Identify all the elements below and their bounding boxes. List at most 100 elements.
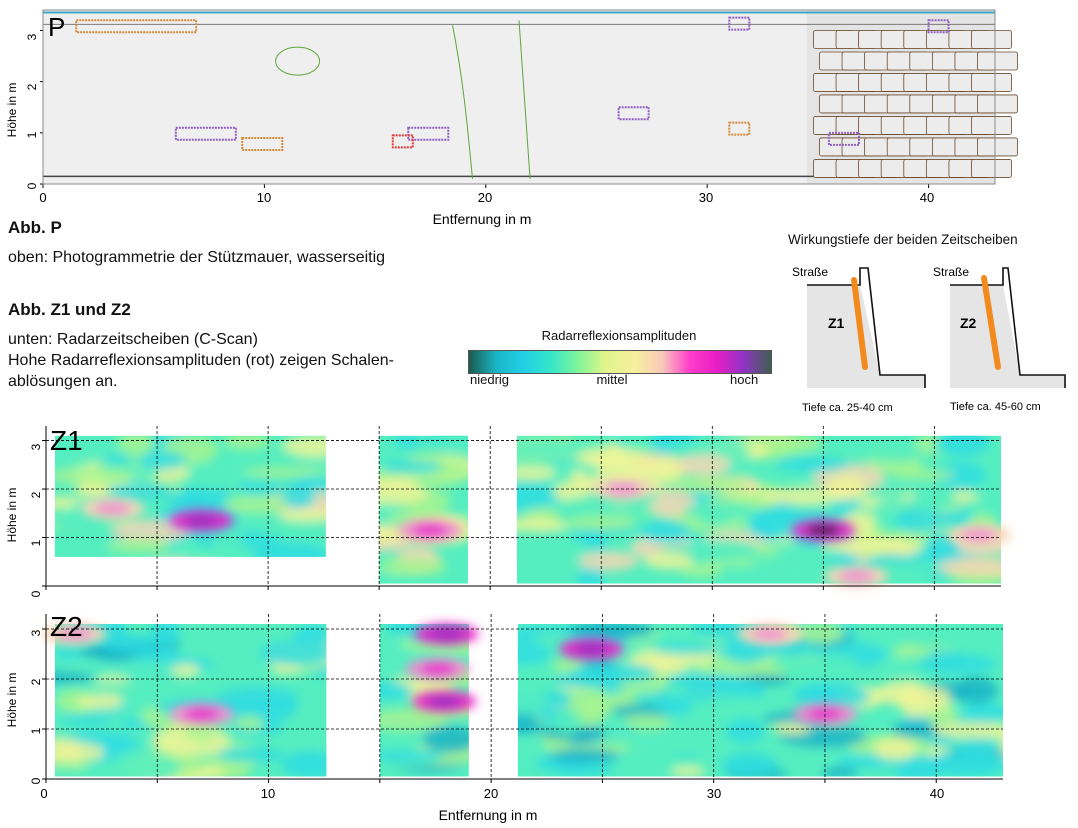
high-amplitude-core xyxy=(419,663,456,675)
amplitude-cell xyxy=(952,676,999,704)
amplitude-cell xyxy=(196,480,231,491)
amplitude-cell xyxy=(379,750,444,762)
amplitude-cell xyxy=(54,646,86,660)
amplitude-cell xyxy=(913,485,949,511)
photo-ytick-0: 0 xyxy=(25,182,39,189)
wall-stone xyxy=(971,159,1012,178)
damage-marking xyxy=(927,19,950,34)
damage-marking xyxy=(407,126,450,141)
amplitude-cell xyxy=(54,737,82,762)
amplitude-cell xyxy=(653,643,724,655)
amplitude-cell xyxy=(907,635,969,649)
abb-z-line3: ablösungen an. xyxy=(8,373,118,390)
amplitude-cell xyxy=(516,439,588,459)
amplitude-cell xyxy=(822,536,910,554)
amplitude-cell xyxy=(619,714,671,730)
amplitude-cell xyxy=(775,722,812,735)
amplitude-cell xyxy=(211,528,245,556)
wall-stone xyxy=(977,137,1018,157)
amplitude-cell xyxy=(117,435,155,455)
amplitude-cell xyxy=(720,752,778,776)
amplitude-cell xyxy=(58,714,114,725)
depth-diagram-title: Wirkungstiefe der beiden Zeitscheiben xyxy=(788,232,1018,247)
amplitude-cell xyxy=(171,664,200,678)
wall-stone xyxy=(971,116,1012,135)
amplitude-cell xyxy=(533,630,571,647)
road-label-left: Straße xyxy=(792,265,828,279)
amplitude-cell xyxy=(54,566,100,577)
z1-plot-area xyxy=(42,426,1011,590)
photo-frame xyxy=(42,9,996,185)
depth-diagram: Straße Z1 Tiefe ca. 25-40 cm Straße Z2 T… xyxy=(792,265,1066,414)
amplitude-texture xyxy=(379,624,469,773)
z1-ytick-2: 2 xyxy=(29,491,43,498)
photo-ytick-3: 3 xyxy=(25,33,39,40)
high-amplitude-core xyxy=(94,502,131,515)
amplitude-cell xyxy=(934,461,987,490)
vegetation-outline xyxy=(275,46,321,76)
high-amplitude-core xyxy=(960,529,997,542)
amplitude-cell xyxy=(640,519,691,544)
z2-ytick-0: 0 xyxy=(29,777,43,784)
amplitude-cell xyxy=(76,694,126,710)
high-amplitude-core xyxy=(183,708,220,720)
z2-ytick-2: 2 xyxy=(29,678,43,685)
amplitude-cell xyxy=(278,509,326,522)
amplitude-cell xyxy=(771,653,859,674)
z2-label: Z2 xyxy=(960,315,977,331)
legend-color-bar xyxy=(468,350,772,374)
wall-stone xyxy=(977,51,1018,71)
amplitude-cell xyxy=(60,568,146,580)
amplitude-cell xyxy=(176,645,261,660)
z2-ytick-3: 3 xyxy=(29,629,43,636)
z1-ytick-3: 3 xyxy=(29,443,43,450)
amplitude-cell xyxy=(826,474,867,501)
high-amplitude-core xyxy=(805,524,842,537)
amplitude-cell xyxy=(214,747,285,763)
damage-marking xyxy=(391,134,414,149)
amplitude-cell xyxy=(380,460,443,474)
abb-z-line2: Hohe Radarreflexionsamplituden (rot) zei… xyxy=(8,352,394,369)
amplitude-cell xyxy=(685,539,758,552)
amplitude-cell xyxy=(105,482,172,501)
abb-z-line1: unten: Radarzeitscheiben (C-Scan) xyxy=(8,331,258,348)
z1-ytick-0: 0 xyxy=(29,590,43,597)
amplitude-cell xyxy=(137,451,187,470)
amplitude-cell xyxy=(576,567,605,584)
abb-z-title: Abb. Z1 und Z2 xyxy=(8,300,131,319)
amplitude-cell xyxy=(895,469,956,480)
z2-xtick-40: 40 xyxy=(930,786,944,801)
amplitude-cell xyxy=(111,519,189,542)
legend-high-label: hoch xyxy=(730,372,759,387)
amplitude-cell xyxy=(281,750,327,777)
amplitude-cell xyxy=(54,767,90,777)
photo-xtick-20: 20 xyxy=(478,190,492,205)
scan-segment xyxy=(54,624,327,777)
legend-mid-label: mittel xyxy=(596,372,628,387)
amplitude-cell xyxy=(959,702,1003,723)
amplitude-cell xyxy=(571,530,607,542)
vegetation-outline xyxy=(518,20,531,179)
damage-marking xyxy=(241,136,284,151)
amplitude-cell xyxy=(577,552,638,571)
amplitude-cell xyxy=(937,557,1001,577)
wall-stone xyxy=(977,94,1018,114)
amplitude-cell xyxy=(175,564,214,587)
amplitude-cell xyxy=(774,456,849,473)
z1-depth-label: Tiefe ca. 25-40 cm xyxy=(802,402,893,414)
amplitude-cell xyxy=(860,445,921,463)
damage-marking xyxy=(617,106,650,121)
amplitude-cell xyxy=(517,690,550,714)
high-amplitude-core xyxy=(573,643,610,655)
amplitude-cell xyxy=(569,624,656,640)
amplitude-cell xyxy=(893,686,950,705)
amplitude-cell xyxy=(219,693,297,724)
vegetation-outline xyxy=(452,25,474,179)
amplitude-cell xyxy=(97,660,176,678)
amplitude-cell xyxy=(100,753,182,777)
amplitude-cell xyxy=(144,559,205,582)
z2-chart: Höhe in m 0 1 2 3 0 10 20 30 40 Entfernu… xyxy=(5,611,1003,823)
amplitude-cell xyxy=(566,514,634,531)
amplitude-cell xyxy=(666,476,751,493)
z1-label: Z1 xyxy=(828,315,845,331)
